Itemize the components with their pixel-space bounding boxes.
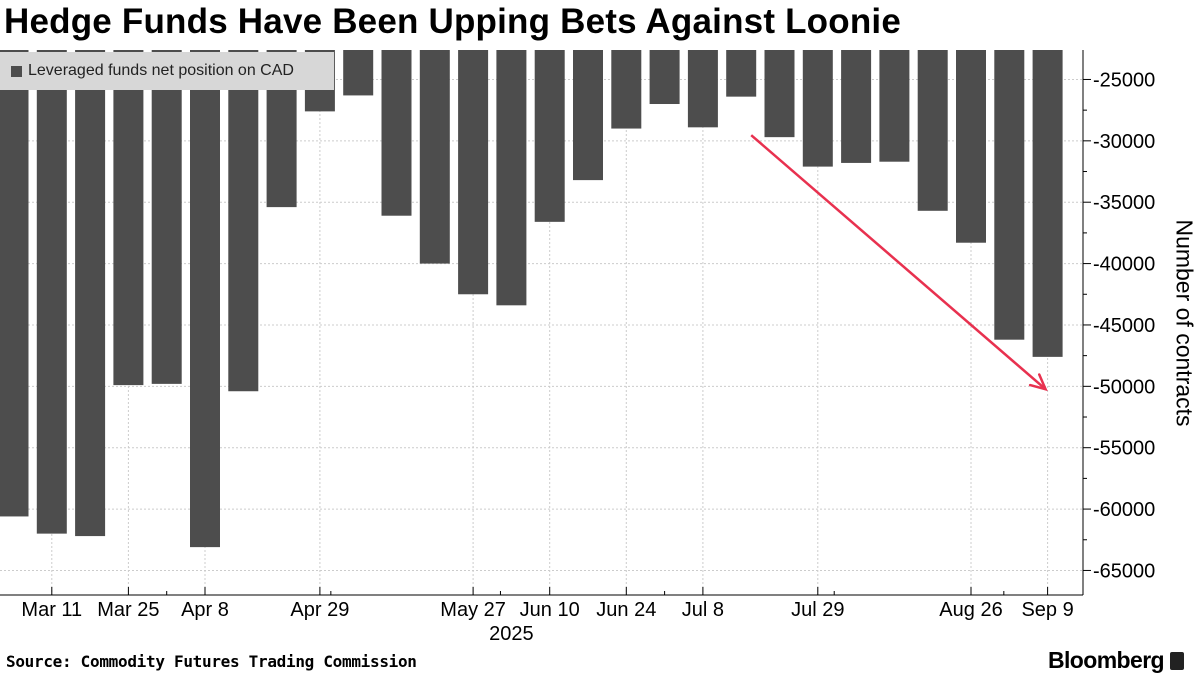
trend-arrow-line <box>750 134 1047 391</box>
bar <box>496 50 527 306</box>
bar <box>649 50 680 105</box>
bar <box>228 50 259 392</box>
x-tick-label: May 27 <box>440 599 506 621</box>
bar <box>343 50 374 96</box>
bar <box>534 50 565 222</box>
legend-label: Leveraged funds net position on CAD <box>28 62 294 79</box>
y-tick-label: -40000 <box>1093 254 1155 276</box>
bar <box>726 50 757 97</box>
bar <box>956 50 986 243</box>
bar <box>841 50 872 163</box>
bar <box>917 50 948 211</box>
y-tick-label: -30000 <box>1093 131 1155 153</box>
y-axis-title: Number of contracts <box>1171 219 1198 427</box>
x-tick-label: Mar 11 <box>21 599 82 621</box>
bar <box>994 50 1025 340</box>
x-tick-label: Apr 8 <box>181 599 229 621</box>
bar <box>611 50 642 129</box>
x-tick-label: Jul 8 <box>682 599 724 621</box>
chart-title: Hedge Funds Have Been Upping Bets Agains… <box>4 2 902 41</box>
x-tick-label: Aug 26 <box>939 599 1002 621</box>
x-tick-label: Apr 29 <box>290 599 349 621</box>
y-tick-label: -65000 <box>1093 560 1155 582</box>
y-tick-label: -55000 <box>1093 438 1155 460</box>
x-tick-label: Jun 24 <box>596 599 656 621</box>
bloomberg-terminal-icon <box>1170 651 1184 670</box>
brand-name: Bloomberg <box>1048 647 1165 673</box>
y-tick-label: -60000 <box>1093 499 1155 521</box>
bloomberg-logo: Bloomberg <box>1048 647 1184 674</box>
legend: Leveraged funds net position on CAD <box>0 52 334 90</box>
y-tick-label: -50000 <box>1093 376 1155 398</box>
x-tick-label: Jul 29 <box>791 599 844 621</box>
bar <box>458 50 489 295</box>
bar <box>802 50 833 167</box>
legend-swatch <box>11 65 22 77</box>
bar <box>573 50 603 181</box>
bar <box>1032 50 1063 357</box>
x-year-label: 2025 <box>489 623 534 645</box>
y-tick-label: -35000 <box>1093 192 1155 214</box>
bar <box>36 50 67 534</box>
trend-arrow-head <box>1028 373 1048 392</box>
bar <box>381 50 412 216</box>
bar <box>687 50 718 128</box>
bar <box>75 50 106 537</box>
axes: -25000 -30000 -35000 -40000 -45000 -50000 -550… <box>0 50 1155 645</box>
y-tick-label: -25000 <box>1093 69 1155 91</box>
bars <box>0 50 1063 548</box>
bar <box>764 50 795 138</box>
x-tick-label: Mar 25 <box>97 599 159 621</box>
source-note: Source: Commodity Futures Trading Commis… <box>6 652 417 671</box>
x-tick-label: Sep 9 <box>1021 599 1073 621</box>
bar <box>0 50 29 517</box>
bar <box>879 50 910 162</box>
x-tick-label: Jun 10 <box>520 599 580 621</box>
y-tick-label: -45000 <box>1093 315 1155 337</box>
bar <box>190 50 220 548</box>
bar <box>419 50 450 264</box>
annotations <box>750 134 1048 392</box>
bar <box>113 50 144 386</box>
bar <box>151 50 182 384</box>
